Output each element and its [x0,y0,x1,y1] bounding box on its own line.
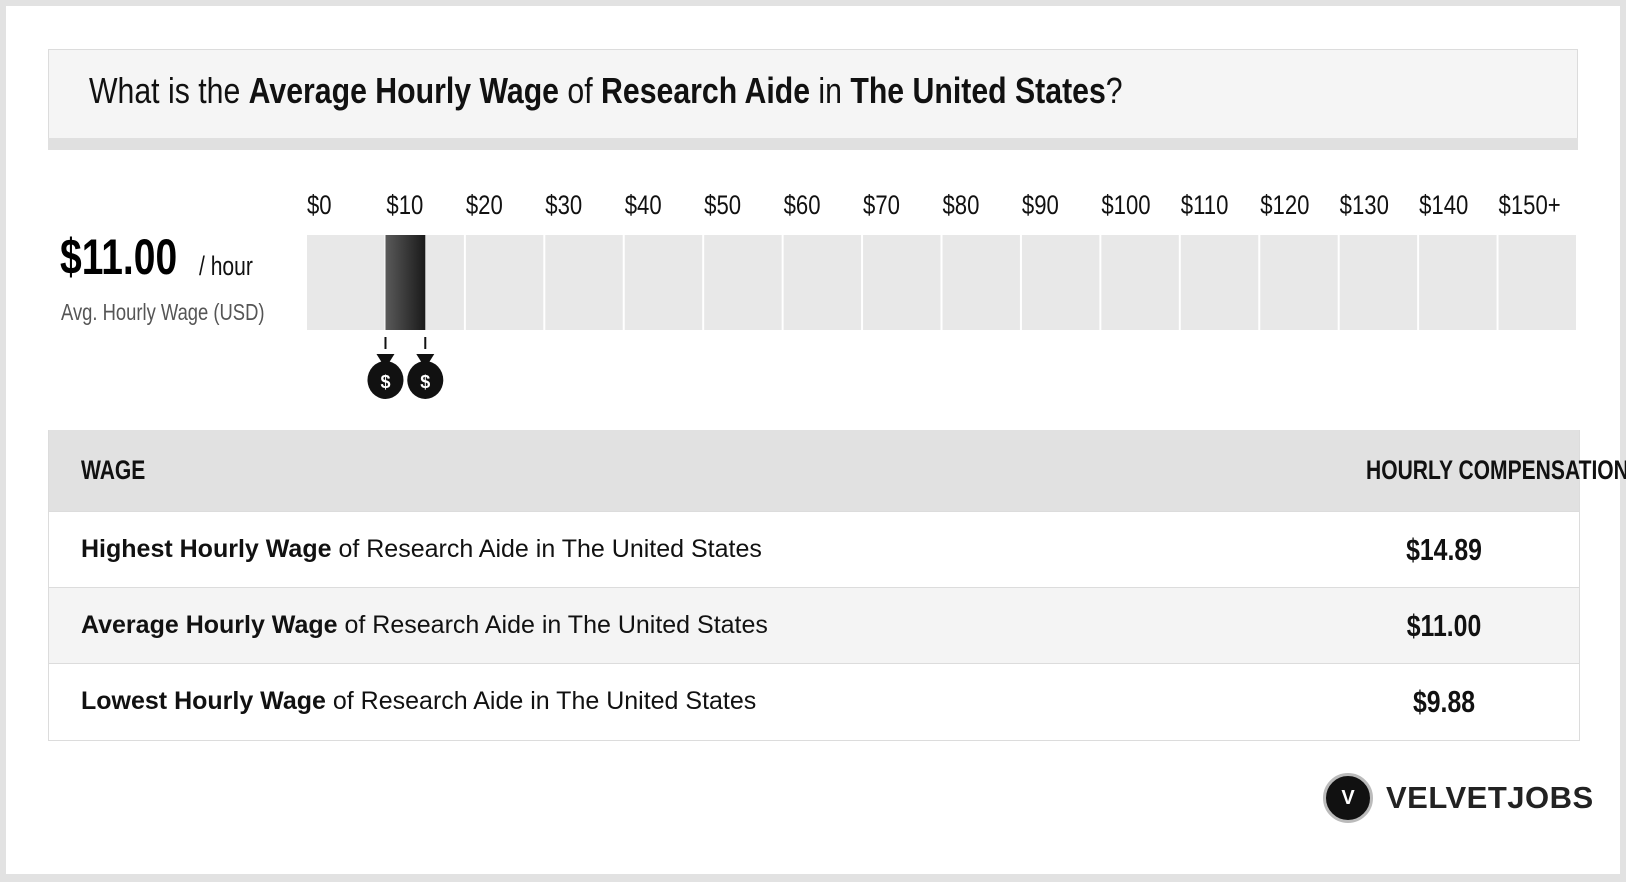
title-job: Research Aide [601,70,811,111]
page-title: What is the Average Hourly Wage of Resea… [89,70,1123,112]
x-tick-label: $150+ [1499,191,1561,221]
row-label-rest: of Research Aide in The United States [325,687,757,715]
money-bag-icon: $ [367,337,404,399]
header-hourly-compensation: HOURLY COMPENSATION [1366,455,1626,485]
x-tick-label: $20 [466,191,503,221]
track-cell [1498,235,1576,330]
track-cell [863,235,941,330]
logo-wordmark: VELVETJOBS [1386,780,1594,815]
track-cell [704,235,782,330]
table-row: Average Hourly Wage of Research Aide in … [49,587,1579,664]
track-cell [545,235,623,330]
x-tick-label: $100 [1101,191,1150,221]
logo-mark-letter: V [1341,787,1355,809]
x-tick-label: $60 [784,191,821,221]
title-of: of [559,70,602,111]
x-tick-label: $10 [386,191,423,221]
table-row: Lowest Hourly Wage of Research Aide in T… [49,663,1579,740]
title-location: The United States [850,70,1106,111]
x-tick-label: $30 [545,191,582,221]
row-value: $11.00 [1406,608,1482,643]
row-label-bold: Highest Hourly Wage [81,535,332,563]
money-bag-symbol: $ [420,372,430,392]
x-tick-label: $120 [1260,191,1309,221]
money-bag-neck [376,354,395,362]
track-cell [465,235,544,330]
wage-range-bar [385,235,426,330]
row-label: Average Hourly Wage of Research Aide in … [81,611,768,640]
average-wage-value: $11.00 [60,229,178,285]
track-cell [1339,235,1418,330]
average-wage-unit: / hour [199,251,253,281]
track-cell [1101,235,1179,330]
money-bag-symbol: $ [380,372,390,392]
row-label: Highest Hourly Wage of Research Aide in … [81,535,762,564]
x-tick-label: $130 [1340,191,1389,221]
table-header: WAGE HOURLY COMPENSATION [49,430,1626,511]
x-tick-label: $50 [704,191,741,221]
x-tick-label: $140 [1419,191,1468,221]
title-in: in [810,70,851,111]
velvetjobs-logo: V VELVETJOBS [1320,770,1593,830]
track-cell [1419,235,1497,330]
track-cell [1180,235,1259,330]
row-value: $9.88 [1412,684,1476,719]
row-label-bold: Lowest Hourly Wage [81,687,326,715]
money-bag-neck [416,354,435,362]
money-bag-icon: $ [407,337,444,399]
track-cell [783,235,862,330]
title-box [48,49,1578,138]
title-metric: Average Hourly Wage [248,70,560,111]
row-label-rest: of Research Aide in The United States [331,535,762,563]
x-tick-label: $70 [863,191,900,221]
row-label: Lowest Hourly Wage of Research Aide in T… [81,687,756,716]
track-cell [1260,235,1338,330]
track-cell [1021,235,1100,330]
title-suffix: ? [1105,70,1123,111]
track-cell [307,235,385,330]
header-wage: WAGE [81,455,146,485]
x-tick-label: $90 [1022,191,1059,221]
row-label-bold: Average Hourly Wage [81,611,338,639]
title-prefix: What is the [89,70,249,111]
x-tick-label: $110 [1181,191,1229,221]
row-value: $14.89 [1406,532,1482,567]
track-cell [942,235,1020,330]
track-cell [624,235,703,330]
x-tick-label: $0 [307,191,332,221]
money-bag-body [367,361,404,399]
row-label-rest: of Research Aide in The United States [337,611,768,639]
wage-range-chart: $0 $10 $20 $30 $40 $50 $60 $70 $80 $90 $100 $110 $12… [307,191,1576,399]
money-bag-body [407,361,444,399]
average-wage-label: Avg. Hourly Wage (USD) [61,299,265,325]
x-tick-label: $40 [625,191,662,221]
x-tick-label: $80 [943,191,980,221]
table-row: Highest Hourly Wage of Research Aide in … [49,511,1579,588]
wage-table: WAGE HOURLY COMPENSATION Highest Hourly … [48,430,1626,741]
logo-mark: V [1323,773,1373,823]
title-underline-bar [48,138,1578,150]
